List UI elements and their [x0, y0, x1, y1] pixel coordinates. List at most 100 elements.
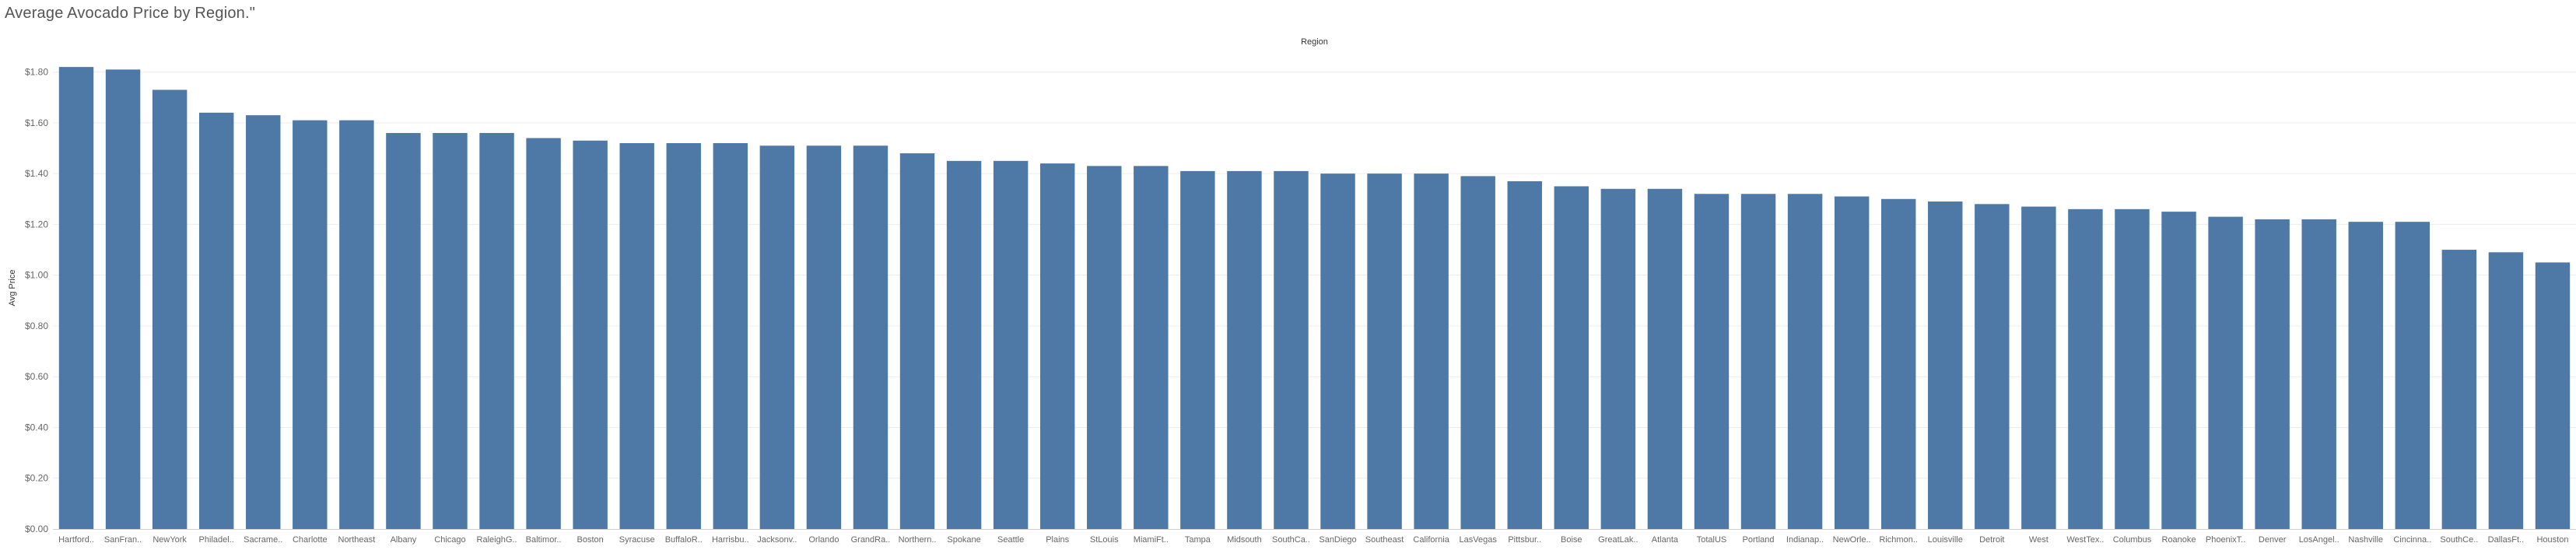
bar[interactable]: [2115, 208, 2150, 529]
bar[interactable]: [666, 143, 701, 529]
y-tick-label: $0.40: [25, 422, 48, 433]
x-tick-label: Portland: [1743, 535, 1775, 545]
bar[interactable]: [2348, 222, 2383, 529]
bar[interactable]: [2488, 252, 2524, 529]
bar[interactable]: [1600, 188, 1636, 529]
bar[interactable]: [1039, 163, 1075, 529]
bar[interactable]: [899, 153, 935, 530]
bar[interactable]: [1694, 194, 1730, 529]
x-tick-label: SanFran..: [104, 535, 142, 545]
bar[interactable]: [339, 120, 374, 529]
y-tick-label: $1.60: [25, 117, 48, 128]
x-tick-label: Seattle: [997, 535, 1024, 545]
bar[interactable]: [1880, 198, 1916, 529]
page-title: Average Avocado Price by Region.": [5, 5, 256, 22]
bar[interactable]: [433, 132, 468, 529]
y-axis-ticks: $0.00 $0.20 $0.40 $0.60 $0.80 $1.00 $1.20 $1.40…: [25, 67, 48, 534]
x-tick-label: DallasFt..: [2488, 535, 2524, 545]
bar[interactable]: [1227, 170, 1262, 530]
bar[interactable]: [1740, 194, 1776, 529]
bar[interactable]: [713, 143, 748, 529]
x-tick-label: WestTex..: [2066, 535, 2104, 545]
x-tick-label: GreatLak..: [1598, 535, 1638, 545]
bar[interactable]: [246, 115, 281, 529]
x-tick-label: Spokane: [947, 535, 980, 545]
y-tick-label: $0.20: [25, 473, 48, 484]
bar[interactable]: [386, 132, 421, 529]
bar[interactable]: [946, 160, 982, 529]
bar[interactable]: [619, 143, 654, 529]
x-tick-label: LasVegas: [1460, 535, 1498, 545]
bar[interactable]: [2208, 216, 2243, 529]
bar[interactable]: [2441, 250, 2477, 529]
x-tick-label: Columbus: [2113, 535, 2152, 545]
bar[interactable]: [1320, 173, 1355, 529]
x-tick-label: Albany: [391, 535, 417, 545]
bar[interactable]: [58, 67, 94, 529]
bars: [58, 67, 2571, 530]
bar[interactable]: [152, 89, 188, 529]
bar[interactable]: [853, 145, 888, 529]
bar[interactable]: [1460, 176, 1495, 529]
bar[interactable]: [2161, 212, 2196, 529]
bar[interactable]: [1507, 180, 1542, 529]
bar[interactable]: [1787, 194, 1823, 529]
x-tick-label: California: [1413, 535, 1449, 545]
bar[interactable]: [1180, 170, 1215, 530]
bar[interactable]: [1554, 186, 1589, 529]
x-tick-label: Baltimor..: [526, 535, 562, 545]
y-tick-label: $1.20: [25, 219, 48, 229]
bar[interactable]: [1367, 173, 1402, 529]
bar[interactable]: [526, 138, 561, 529]
x-tick-label: Nashville: [2348, 535, 2383, 545]
y-tick-label: $1.40: [25, 168, 48, 179]
x-tick-label: TotalUS: [1697, 535, 1727, 545]
bar[interactable]: [2255, 219, 2290, 529]
y-tick-label: $1.80: [25, 67, 48, 78]
bar[interactable]: [1087, 166, 1122, 530]
bar[interactable]: [993, 160, 1029, 529]
bar[interactable]: [2301, 219, 2336, 529]
x-tick-label: BuffaloR..: [665, 535, 703, 545]
bar[interactable]: [1647, 188, 1683, 529]
bar[interactable]: [479, 132, 514, 529]
bar[interactable]: [2535, 262, 2571, 529]
y-tick-label: $0.00: [25, 524, 48, 534]
x-tick-label: Jacksonv..: [757, 535, 797, 545]
x-tick-label: Atlanta: [1652, 535, 1679, 545]
x-tick-label: Midsouth: [1227, 535, 1262, 545]
x-tick-label: Indianap..: [1786, 535, 1824, 545]
x-axis-ticks: Hartford.. SanFran.. NewYork Philadel.. Sacr…: [58, 535, 2568, 545]
chart-header-title: Region: [1301, 37, 1328, 47]
y-tick-label: $0.80: [25, 321, 48, 331]
bar[interactable]: [105, 69, 141, 530]
bar[interactable]: [198, 112, 234, 529]
bar[interactable]: [806, 145, 842, 529]
x-tick-label: GrandRa..: [851, 535, 891, 545]
y-axis-title: Avg Price: [8, 270, 17, 307]
bar[interactable]: [1414, 173, 1449, 529]
x-tick-label: Charlotte: [293, 535, 328, 545]
x-tick-label: MiamiFt..: [1134, 535, 1169, 545]
bar[interactable]: [1834, 196, 1870, 530]
x-tick-label: Denver: [2259, 535, 2287, 545]
bar[interactable]: [1975, 204, 2010, 529]
gridlines: [53, 72, 2576, 479]
x-tick-label: Northern..: [899, 535, 937, 545]
bar[interactable]: [2021, 206, 2056, 529]
x-tick-label: Richmon..: [1879, 535, 1918, 545]
bar[interactable]: [2068, 208, 2103, 529]
bar[interactable]: [1928, 201, 1963, 529]
x-tick-label: West: [2029, 535, 2049, 545]
bar[interactable]: [2395, 222, 2431, 529]
bar[interactable]: [573, 140, 608, 529]
x-tick-label: SanDiego: [1319, 535, 1356, 545]
bar[interactable]: [1274, 170, 1309, 530]
x-tick-label: SouthCa..: [1272, 535, 1310, 545]
bar[interactable]: [293, 120, 328, 529]
x-tick-label: SouthCe..: [2440, 535, 2478, 545]
x-tick-label: Boston: [577, 535, 604, 545]
bar[interactable]: [759, 145, 795, 529]
bar[interactable]: [1134, 166, 1169, 530]
